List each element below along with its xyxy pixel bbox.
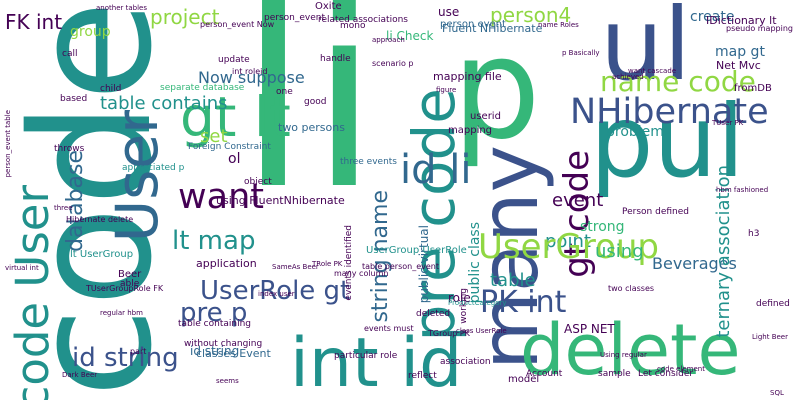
- word-table-containing: table containing: [178, 320, 251, 329]
- word-public-class: public class: [468, 222, 482, 303]
- word-scenario-p: scenario p: [372, 60, 414, 68]
- word-using-fluentnhibernate: using FluentNhibernate: [216, 195, 345, 206]
- word-fromdb: fromDB: [734, 84, 772, 94]
- word-sample: sample: [598, 370, 631, 379]
- word-id-string: id string: [72, 345, 179, 371]
- word-object: object: [244, 178, 272, 187]
- word-child: child: [100, 85, 121, 94]
- word-light-beer: Light Beer: [752, 334, 788, 341]
- word-one: one: [276, 88, 293, 97]
- word-model: model: [508, 375, 539, 385]
- word-group: group: [70, 25, 111, 39]
- word-tusergrouprole-fk: TUserGroupRole FK: [86, 285, 163, 293]
- word-based: based: [60, 95, 87, 104]
- word-association: association: [440, 358, 491, 367]
- word-person-defined: Person defined: [622, 208, 689, 217]
- word-three: three: [54, 205, 73, 212]
- word-lt-usergroup: lt UserGroup: [70, 250, 133, 260]
- word-event: event: [552, 192, 603, 210]
- word-mapping-file: mapping file: [433, 71, 502, 82]
- word-events-identified: events identified: [345, 225, 354, 301]
- word-table-contains: table contains: [100, 95, 228, 113]
- word-tgroup-pk: TGroup PK: [428, 330, 470, 338]
- word-achieved: achieved: [612, 74, 644, 81]
- word-map-gt: map gt: [715, 45, 765, 59]
- word-database: database: [65, 150, 87, 252]
- word-strong: strong: [580, 220, 625, 234]
- word-p-basically: p Basically: [562, 50, 600, 57]
- word-h3: h3: [748, 230, 759, 239]
- word-fk-int: FK int: [5, 12, 62, 32]
- word-string-name: string name: [370, 190, 392, 323]
- word-call: call: [62, 50, 77, 59]
- word-related-associations: related associations: [318, 16, 408, 25]
- word-reflect: reflect: [408, 372, 437, 381]
- word-figure: figure: [436, 87, 456, 94]
- word-defined: defined: [756, 300, 790, 309]
- word-hibernate-delete: Hibernate delete: [66, 216, 133, 224]
- word-handle: handle: [320, 55, 351, 64]
- word-id-li: id li: [400, 150, 471, 190]
- word-part: part: [130, 348, 146, 356]
- word-without-changing: without changing: [184, 340, 262, 349]
- word-another-tables: another tables: [96, 5, 147, 12]
- word-code-element: code element: [657, 366, 705, 373]
- word-three-events: three events: [340, 158, 397, 167]
- word-int-roleid: int roleid: [232, 68, 267, 76]
- word-using: using: [595, 243, 644, 261]
- word-code-user: code User: [10, 185, 55, 400]
- word-oxite: Oxite: [315, 2, 342, 12]
- word-throws: throws: [54, 145, 84, 154]
- word-many-column: many column: [334, 270, 389, 278]
- word-deleted: deleted: [416, 310, 450, 319]
- word-sql: SQL: [770, 390, 784, 397]
- word-problem: problem: [606, 125, 664, 139]
- word-productcategory: ProductCategory: [448, 300, 507, 307]
- word-name-roles: name Roles: [538, 22, 579, 29]
- word-asp-net: ASP NET: [564, 323, 615, 335]
- word-table: table: [490, 272, 536, 290]
- word-particular-role: particular role: [334, 352, 397, 361]
- word-two-persons: two persons: [278, 122, 345, 133]
- word-person-event-now: person_event Now: [200, 21, 274, 29]
- word-virtual-int: virtual int: [5, 265, 39, 272]
- word-tuser-pk: TUser PK: [712, 120, 743, 127]
- word-events-must: events must: [364, 325, 414, 333]
- word-ol: ol: [228, 152, 240, 166]
- word-mapping: mapping: [448, 126, 492, 136]
- word-approach: approach: [372, 37, 405, 44]
- word-regular-hbm: regular hbm: [100, 310, 143, 317]
- word-dark-beer: Dark Beer: [62, 372, 97, 379]
- word-two-classes: two classes: [608, 285, 654, 293]
- word-seems: seems: [216, 378, 239, 385]
- word-person-event-table: person_event table: [5, 110, 12, 177]
- word-lt-map: lt map: [172, 228, 255, 254]
- word-application: application: [196, 258, 257, 269]
- word-appreciated-p: appreciated p: [122, 164, 184, 173]
- word-sameas-beer: SameAs Beer: [272, 264, 319, 271]
- word-use: use: [438, 6, 459, 18]
- word-good: good: [304, 98, 326, 107]
- word-net-mvc: Net Mvc: [716, 60, 761, 71]
- word-index-user: index user: [258, 291, 295, 298]
- word-usergroup-userrole: UserGroup UserRole: [366, 246, 467, 256]
- word-using-regular: Using regular: [600, 352, 647, 359]
- word-hbm-fashioned: hbm fashioned: [716, 187, 768, 194]
- word-fluent-nhibernate: Fluent NHibernate: [442, 23, 542, 34]
- word-pseudo-mapping: pseudo mapping: [726, 25, 793, 33]
- word-userid: userid: [470, 112, 501, 122]
- word-separate-database: separate database: [160, 84, 244, 93]
- word-update: update: [218, 56, 250, 65]
